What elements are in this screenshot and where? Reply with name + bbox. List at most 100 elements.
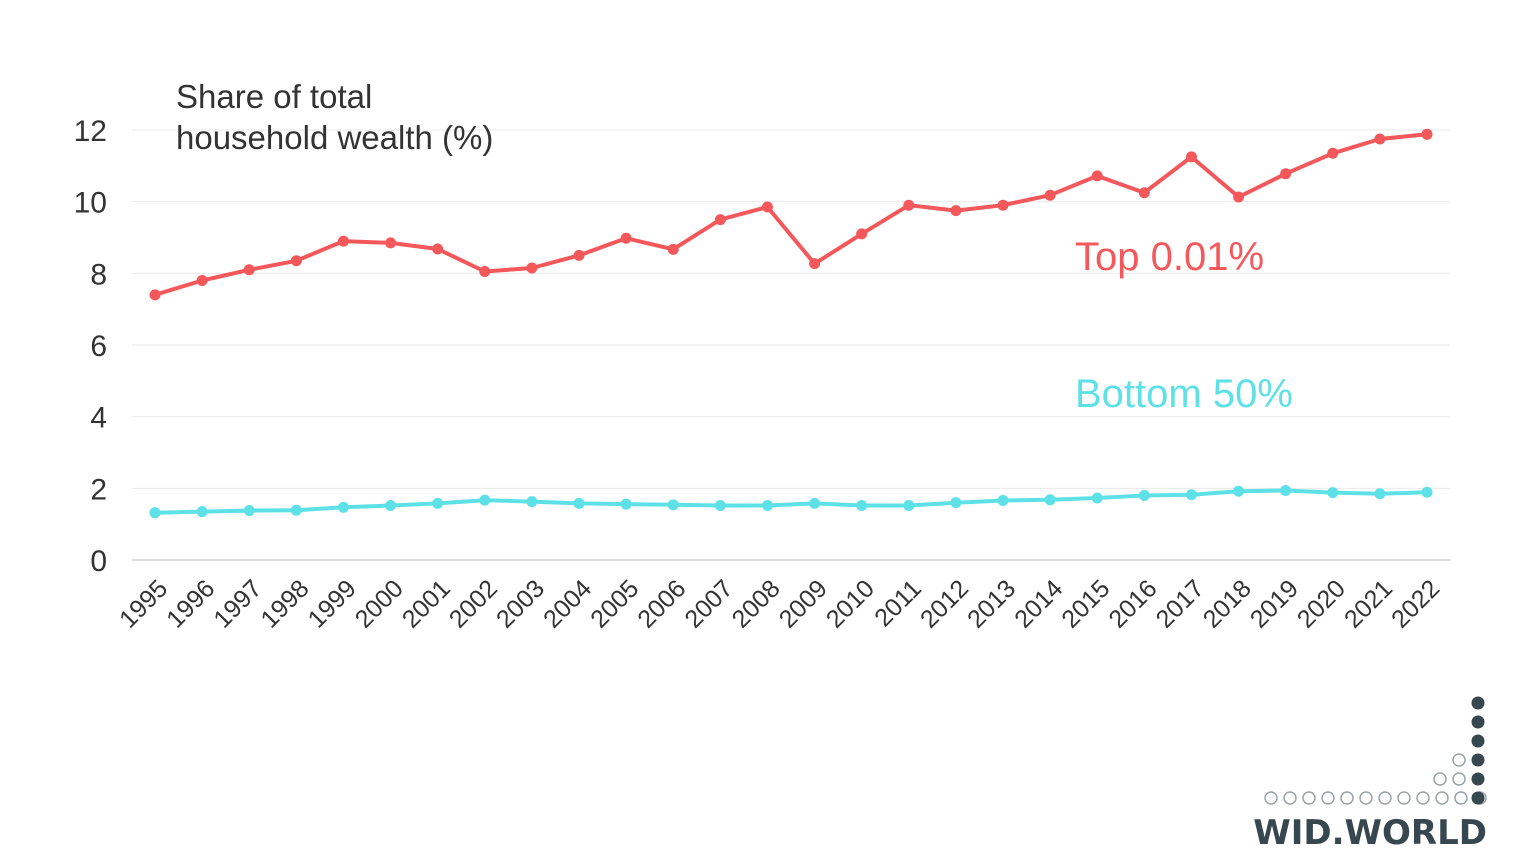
y-tick-label: 2 (90, 473, 107, 506)
x-tick-label: 2001 (397, 574, 456, 633)
series-line (153, 132, 1429, 297)
data-point (714, 214, 726, 226)
logo-dot (1433, 772, 1447, 786)
logo-dot (1435, 791, 1449, 805)
data-point (997, 199, 1009, 211)
data-point (714, 500, 726, 512)
data-point (1280, 168, 1292, 180)
x-tick-label: 2020 (1292, 574, 1351, 633)
data-point (997, 495, 1009, 507)
data-point (1091, 170, 1103, 182)
data-point (620, 498, 632, 510)
data-point (1044, 189, 1056, 201)
x-tick-label: 2022 (1386, 574, 1445, 633)
data-point (1327, 487, 1339, 499)
data-point (667, 243, 679, 255)
data-point (432, 497, 444, 509)
data-point (1327, 147, 1339, 159)
y-tick-label: 4 (90, 402, 107, 435)
logo-dot (1359, 791, 1373, 805)
data-point (243, 264, 255, 276)
data-point (196, 506, 208, 518)
data-point (1374, 488, 1386, 500)
data-point (856, 500, 868, 512)
logo-dots-icon (1264, 696, 1487, 805)
data-point (385, 500, 397, 512)
logo-dot (1283, 791, 1297, 805)
y-axis-ticks: 0 2 4 6 8 10 12 (74, 115, 107, 578)
data-point (1233, 191, 1245, 203)
data-point (1233, 485, 1245, 497)
x-tick-label: 2021 (1339, 574, 1398, 633)
y-tick-label: 0 (90, 545, 107, 578)
logo-dot (1471, 734, 1485, 748)
data-point (573, 249, 585, 261)
logo-dot (1471, 791, 1485, 805)
series-label-top-0-01: Top 0.01% (1075, 235, 1264, 279)
data-point (479, 266, 491, 278)
logo-dot (1397, 791, 1411, 805)
data-point (809, 497, 821, 509)
data-point (761, 500, 773, 512)
logo-dot (1471, 753, 1485, 767)
y-tick-label: 10 (74, 187, 107, 220)
x-tick-label: 1998 (255, 574, 314, 633)
logo-dot (1264, 791, 1278, 805)
data-point (1374, 133, 1386, 145)
x-tick-label: 2008 (727, 574, 786, 633)
x-tick-label: 1996 (161, 574, 220, 633)
logo-dot (1340, 791, 1354, 805)
logo-dot (1416, 791, 1430, 805)
logo-dot (1452, 753, 1466, 767)
series-layer (149, 128, 1433, 519)
x-tick-label: 2015 (1056, 574, 1115, 633)
data-point (667, 499, 679, 511)
x-tick-label: 1995 (114, 574, 173, 633)
x-tick-label: 2005 (585, 574, 644, 633)
data-point (761, 201, 773, 213)
data-point (196, 275, 208, 286)
data-point (620, 232, 632, 244)
data-point (1185, 151, 1197, 163)
data-point (526, 496, 538, 508)
x-tick-label: 1999 (303, 574, 362, 633)
data-point (479, 494, 491, 506)
x-tick-label: 2019 (1245, 574, 1304, 633)
data-point (526, 262, 538, 274)
data-point (1091, 492, 1103, 504)
data-point (290, 255, 302, 267)
x-tick-label: 2014 (1009, 574, 1068, 633)
logo-dot (1452, 772, 1466, 786)
series-1 (149, 484, 1433, 519)
x-tick-label: 2011 (869, 574, 927, 632)
x-tick-label: 2004 (538, 574, 597, 633)
logo-dot (1471, 772, 1485, 786)
data-point (1044, 494, 1056, 506)
logo-dot (1378, 791, 1392, 805)
x-tick-label: 2017 (1151, 574, 1210, 633)
wid-world-logo: WID.WORLD (1253, 696, 1487, 853)
x-tick-label: 2018 (1198, 574, 1257, 633)
x-tick-label: 2007 (679, 574, 738, 633)
data-point (573, 497, 585, 509)
x-tick-label: 2002 (444, 574, 503, 633)
grid (132, 129, 1450, 561)
logo-dot (1321, 791, 1335, 805)
data-point (950, 497, 962, 509)
data-point (243, 505, 255, 517)
series-0 (149, 128, 1433, 301)
data-point (149, 289, 161, 301)
data-point (809, 258, 821, 270)
series-label-bottom-50: Bottom 50% (1075, 372, 1293, 416)
logo-dot (1471, 696, 1485, 710)
x-tick-label: 2009 (774, 574, 833, 633)
data-point (432, 243, 444, 255)
data-point (903, 500, 915, 512)
y-axis-title-line-2: household wealth (%) (176, 119, 493, 156)
y-tick-label: 12 (74, 115, 107, 148)
data-point (1138, 187, 1150, 199)
series-line (153, 488, 1429, 515)
x-tick-label: 2013 (962, 574, 1021, 633)
y-axis-title-line-1: Share of total (176, 78, 372, 115)
